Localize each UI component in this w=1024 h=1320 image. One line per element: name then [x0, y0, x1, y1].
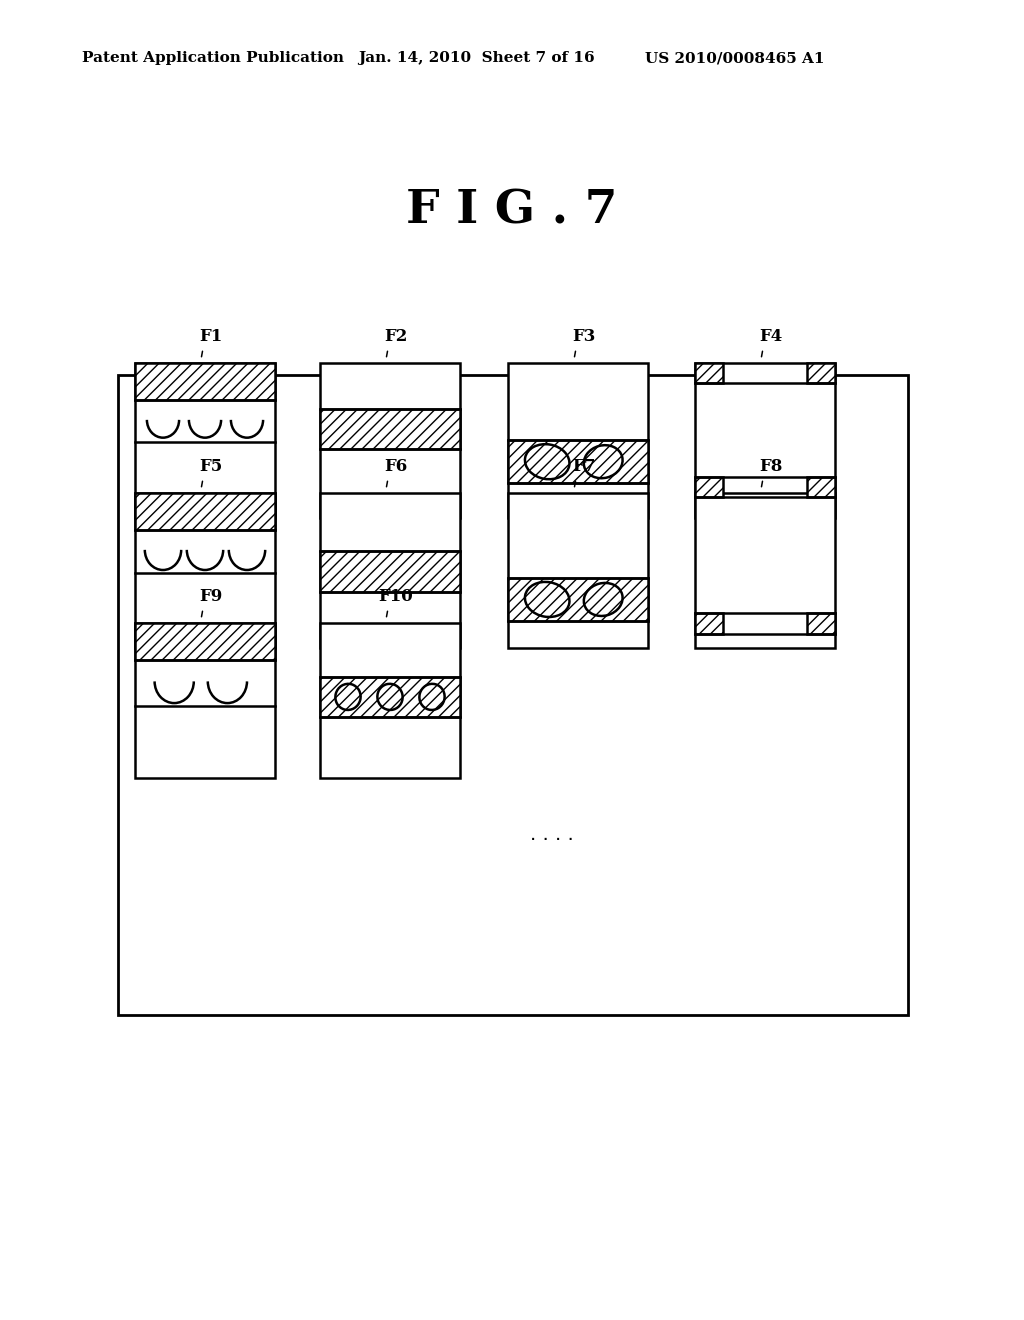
- Text: US 2010/0008465 A1: US 2010/0008465 A1: [645, 51, 824, 65]
- Bar: [807, 478, 835, 498]
- Text: F3: F3: [572, 327, 596, 345]
- Text: F8: F8: [760, 458, 782, 475]
- Bar: [135, 623, 275, 660]
- Bar: [135, 623, 275, 777]
- Text: F1: F1: [200, 327, 222, 345]
- Bar: [135, 363, 275, 400]
- Bar: [508, 363, 648, 517]
- Bar: [508, 578, 648, 622]
- Bar: [118, 375, 908, 1015]
- Text: F6: F6: [384, 458, 408, 475]
- Bar: [695, 363, 723, 383]
- Bar: [319, 363, 460, 517]
- Bar: [135, 363, 275, 517]
- Bar: [319, 623, 460, 777]
- Text: F5: F5: [200, 458, 222, 475]
- Bar: [807, 363, 835, 383]
- Bar: [695, 363, 835, 517]
- Bar: [135, 492, 275, 529]
- Text: Patent Application Publication: Patent Application Publication: [82, 51, 344, 65]
- Text: F I G . 7: F I G . 7: [407, 187, 617, 234]
- Text: F4: F4: [760, 327, 782, 345]
- Bar: [319, 677, 460, 717]
- Bar: [695, 478, 723, 498]
- Bar: [319, 409, 460, 449]
- Bar: [319, 552, 460, 591]
- Bar: [319, 492, 460, 648]
- Text: Jan. 14, 2010  Sheet 7 of 16: Jan. 14, 2010 Sheet 7 of 16: [358, 51, 595, 65]
- Bar: [807, 614, 835, 634]
- Text: F2: F2: [384, 327, 408, 345]
- Text: F7: F7: [572, 458, 596, 475]
- Bar: [508, 440, 648, 483]
- Bar: [695, 614, 723, 634]
- Bar: [135, 492, 275, 648]
- Text: F10: F10: [379, 587, 414, 605]
- Bar: [695, 492, 835, 648]
- Text: . . . .: . . . .: [530, 825, 573, 845]
- Text: F9: F9: [200, 587, 222, 605]
- Bar: [508, 492, 648, 648]
